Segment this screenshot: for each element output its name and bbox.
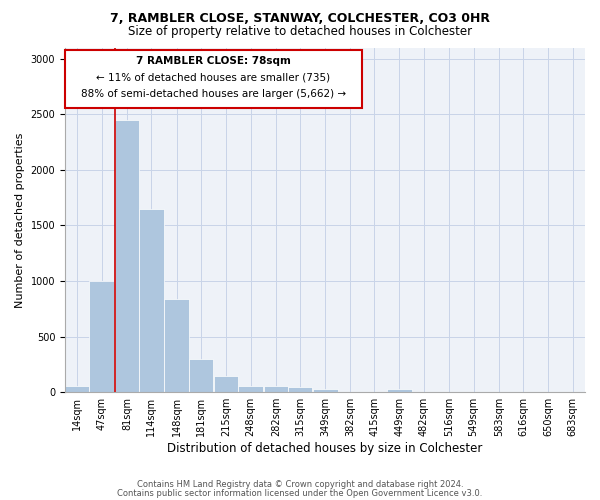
Text: Contains public sector information licensed under the Open Government Licence v3: Contains public sector information licen… [118, 489, 482, 498]
Bar [89, 281, 114, 392]
Text: ← 11% of detached houses are smaller (735): ← 11% of detached houses are smaller (73… [97, 73, 331, 83]
Text: 88% of semi-detached houses are larger (5,662) →: 88% of semi-detached houses are larger (… [81, 90, 346, 100]
X-axis label: Distribution of detached houses by size in Colchester: Distribution of detached houses by size … [167, 442, 483, 455]
Bar [65, 386, 89, 392]
Text: 7, RAMBLER CLOSE, STANWAY, COLCHESTER, CO3 0HR: 7, RAMBLER CLOSE, STANWAY, COLCHESTER, C… [110, 12, 490, 26]
Text: Size of property relative to detached houses in Colchester: Size of property relative to detached ho… [128, 25, 472, 38]
Bar [189, 359, 213, 392]
Bar [238, 386, 263, 392]
Bar [115, 120, 139, 392]
Text: Contains HM Land Registry data © Crown copyright and database right 2024.: Contains HM Land Registry data © Crown c… [137, 480, 463, 489]
Bar [214, 376, 238, 392]
Text: 7 RAMBLER CLOSE: 78sqm: 7 RAMBLER CLOSE: 78sqm [136, 56, 291, 66]
Y-axis label: Number of detached properties: Number of detached properties [15, 132, 25, 308]
Bar [65, 50, 362, 108]
Bar [313, 389, 338, 392]
Bar [139, 208, 164, 392]
Bar [387, 389, 412, 392]
Bar [288, 386, 313, 392]
Bar [263, 386, 288, 392]
Bar [164, 299, 189, 392]
